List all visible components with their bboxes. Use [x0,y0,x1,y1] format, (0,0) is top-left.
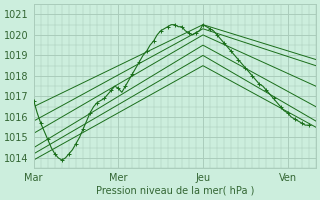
X-axis label: Pression niveau de la mer( hPa ): Pression niveau de la mer( hPa ) [96,186,254,196]
